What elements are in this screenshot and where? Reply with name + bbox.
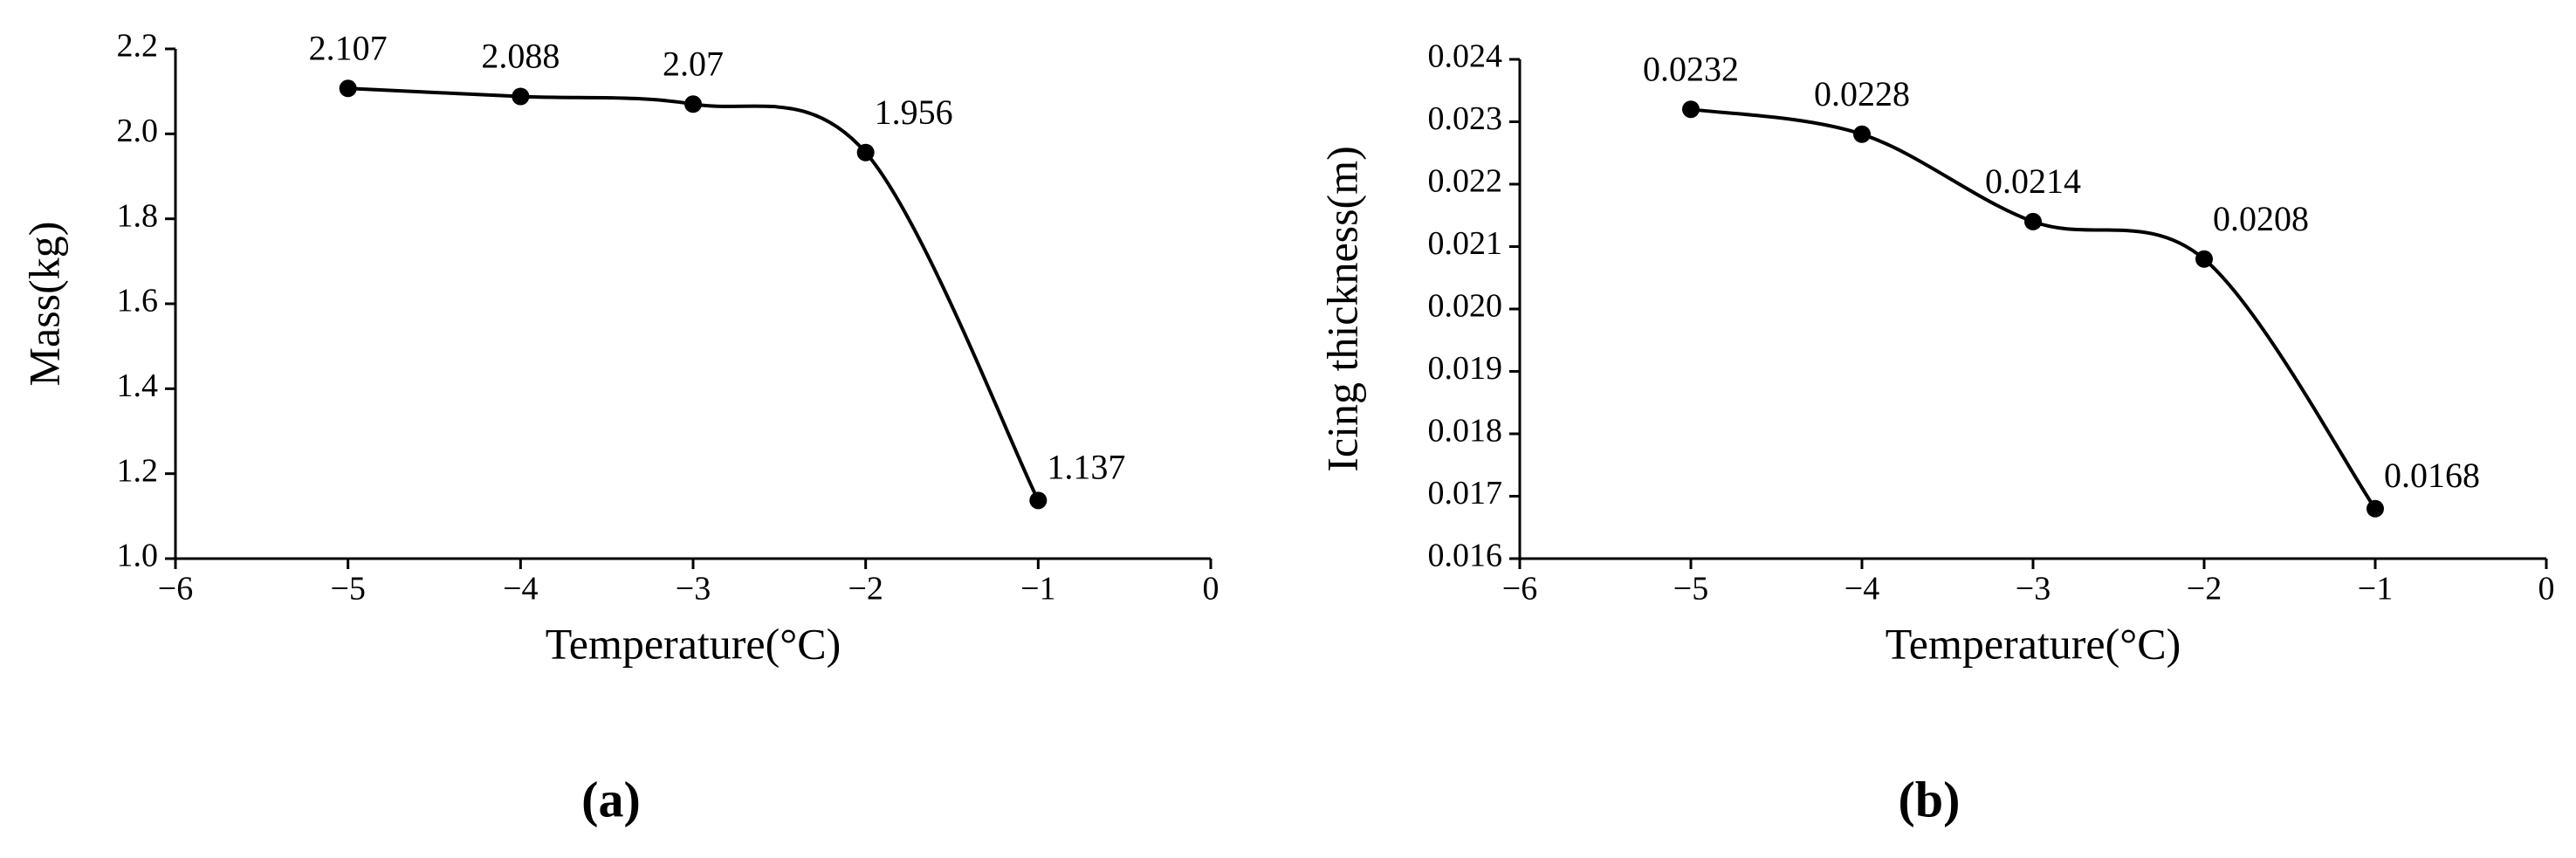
data-point	[2366, 499, 2384, 518]
data-line	[1690, 107, 2377, 510]
data-line	[347, 86, 1041, 502]
y-tick-label: 0.024	[1428, 38, 1503, 75]
y-tick-label: 0.021	[1428, 225, 1503, 262]
y-axis-label: Icing thickness(m)	[1317, 146, 1366, 472]
x-tick-label: −2	[2187, 571, 2222, 607]
data-label: 2.107	[309, 28, 388, 67]
data-point	[1853, 125, 1871, 143]
y-tick-label: 0.016	[1428, 538, 1503, 574]
data-point	[1682, 100, 1700, 119]
data-label: 2.088	[481, 37, 560, 76]
y-tick-label: 0.020	[1428, 288, 1503, 325]
data-label: 0.0228	[1814, 74, 1910, 113]
data-label: 0.0208	[2213, 199, 2309, 238]
x-tick-label: −3	[676, 571, 711, 607]
data-point	[684, 95, 702, 113]
x-axis-label: Temperature(°C)	[1886, 619, 2181, 668]
x-tick-label: −4	[1844, 571, 1879, 607]
y-tick-label: 2.2	[117, 28, 159, 65]
x-tick-label: −1	[1020, 571, 1055, 607]
data-label: 0.0232	[1643, 49, 1739, 88]
y-tick-label: 0.023	[1428, 100, 1503, 137]
x-tick-label: −3	[2016, 571, 2050, 607]
x-tick-label: −5	[1673, 571, 1708, 607]
y-tick-label: 1.4	[117, 367, 159, 404]
y-tick-label: 1.2	[117, 452, 159, 489]
caption: (b)	[1899, 771, 1961, 827]
y-tick-label: 1.6	[117, 283, 159, 319]
x-tick-label: −5	[330, 571, 365, 607]
x-tick-label: 0	[1203, 571, 1219, 607]
y-tick-label: 2.0	[117, 113, 159, 149]
x-tick-label: −6	[158, 571, 193, 607]
x-tick-label: −4	[503, 571, 538, 607]
data-label: 1.137	[1047, 447, 1125, 486]
x-tick-label: −2	[848, 571, 883, 607]
data-point	[856, 143, 875, 161]
x-axis-label: Temperature(°C)	[546, 619, 841, 668]
caption: (a)	[581, 771, 641, 827]
y-tick-label: 1.0	[117, 538, 159, 574]
data-label: 1.956	[875, 93, 953, 132]
data-point	[512, 87, 530, 106]
x-tick-label: 0	[2538, 571, 2555, 607]
y-tick-label: 1.8	[117, 197, 159, 234]
x-tick-label: −6	[1502, 571, 1537, 607]
x-tick-label: −1	[2358, 571, 2393, 607]
y-tick-label: 0.019	[1428, 350, 1503, 387]
data-label: 0.0168	[2384, 456, 2480, 495]
data-point	[2195, 250, 2213, 268]
y-axis-label: Mass(kg)	[19, 222, 68, 387]
data-point	[339, 79, 357, 98]
y-tick-label: 0.022	[1428, 163, 1503, 200]
y-tick-label: 0.018	[1428, 413, 1503, 450]
data-label: 0.0214	[1985, 161, 2081, 201]
data-label: 2.07	[663, 44, 724, 83]
data-point	[1029, 491, 1048, 510]
data-point	[2024, 212, 2042, 230]
y-tick-label: 0.017	[1428, 475, 1503, 511]
